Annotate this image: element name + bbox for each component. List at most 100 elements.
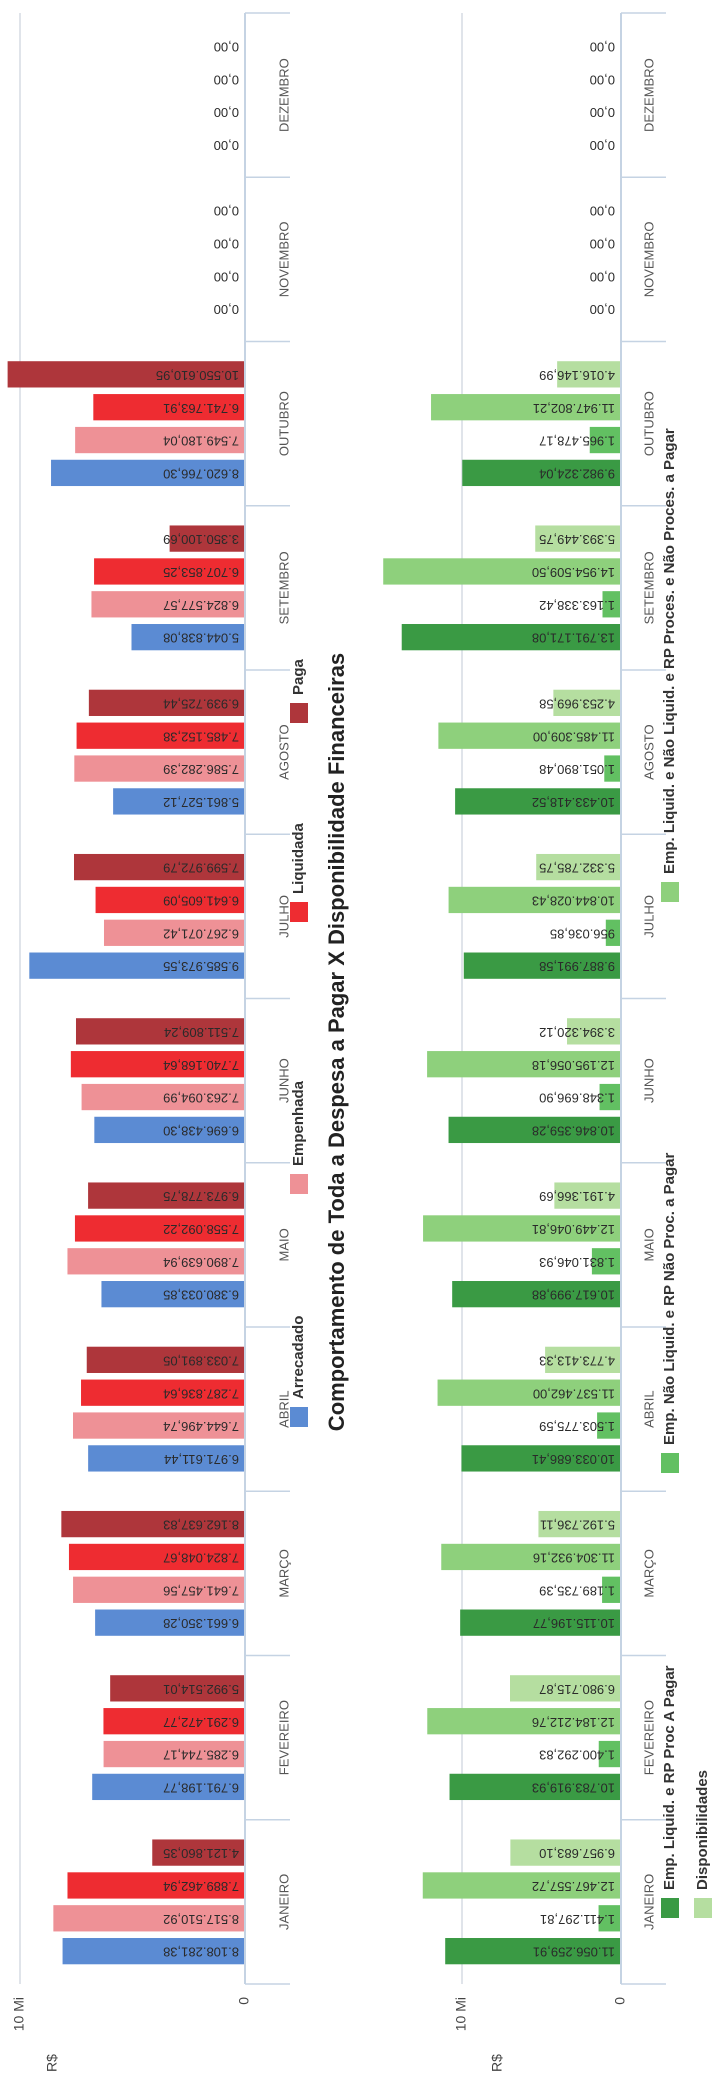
bar [538,1510,621,1538]
bar [605,919,621,946]
value-label: 6.380.033,85 [163,1288,239,1303]
legend-swatch [661,1453,679,1473]
bar [383,558,621,585]
value-label: 7.641.457,56 [163,1583,239,1598]
bar [431,394,621,421]
value-label: 0,00 [214,269,239,284]
legend-label: Paga [290,658,307,695]
bar [598,1740,622,1768]
y-axis-label: R$ [44,2054,60,2072]
rotated-chart: Comportamento de Toda a Despesa a Pagar … [7,12,712,2072]
bar [461,1445,621,1472]
bar [103,919,245,946]
value-label: 1.965.478,17 [539,434,615,449]
value-label: 1.503.775,59 [539,1419,615,1434]
value-label: 7.511.809,24 [164,1025,239,1040]
bar [75,426,245,454]
value-label: 6.661.350,28 [163,1616,239,1631]
value-label: 1.189.735,39 [539,1583,615,1598]
bar [61,1510,245,1538]
bar [74,1215,245,1242]
x-tick-label: NOVEMBRO [641,221,656,297]
value-label: 0,00 [214,204,239,219]
value-label: 8.108.281,38 [163,1945,239,1960]
legend-label: Liquidada [290,823,307,894]
value-label: 10.783.919,93 [532,1780,615,1795]
value-label: 3.350.100,69 [163,532,239,547]
value-label: 7.824.048,67 [163,1551,239,1566]
value-label: 6.285.744,17 [163,1748,239,1763]
value-label: 7.263.094,99 [163,1091,239,1106]
bar [557,361,621,388]
legend-swatch [290,703,308,723]
value-label: 7.549.180,04 [163,434,239,449]
bar [152,1839,246,1866]
value-label: 1.051.890,48 [539,762,615,777]
value-label: 10.617.999,88 [532,1288,615,1303]
value-label: 1.411.297,81 [540,1912,615,1927]
bar [597,1412,621,1439]
value-label: 0,00 [214,138,239,153]
bar [110,1675,245,1702]
x-tick-label: SETEMBRO [641,551,656,624]
bar [401,624,621,651]
legend-swatch [661,882,679,902]
value-label: 8.162.637,83 [163,1518,239,1533]
bar [73,1576,246,1603]
legend-label: Disponibilidades [694,1770,711,1890]
value-label: 6.291.472,77 [163,1715,239,1730]
y-tick-label: 10 Mi [453,1997,469,2031]
value-label: 13.791.171,08 [532,631,615,646]
value-label: 12.195.056,18 [532,1058,615,1073]
bar [567,1018,622,1045]
chart-title: Comportamento de Toda a Despesa a Pagar … [324,653,349,1431]
value-label: 4.773.413,33 [539,1353,615,1368]
value-label: 10.115.196,77 [533,1616,615,1631]
value-label: 5.393.449,75 [539,532,615,547]
bar [599,1083,622,1111]
bar [95,886,245,914]
bar [455,788,621,815]
value-label: 9.887.991,58 [539,959,615,974]
bar [535,525,621,552]
x-tick-label: FEVEREIRO [276,1700,291,1775]
value-label: 6.824.577,57 [163,598,239,613]
value-label: 7.558.092,22 [163,1222,239,1237]
bar [510,1839,621,1866]
value-label: 8.517.510,92 [163,1912,239,1927]
value-label: 0,00 [590,237,615,252]
bar [554,1182,622,1209]
value-label: 0,00 [214,302,239,317]
bar [462,459,621,487]
value-label: 8.620.766,30 [163,466,239,481]
value-label: 6.791.198,77 [163,1780,239,1795]
y-tick-label: 0 [612,1997,628,2005]
bar [553,689,621,716]
bar [536,853,621,881]
bar [74,853,245,881]
value-label: 7.033.891,05 [163,1353,239,1368]
y-axis-label: R$ [489,2054,505,2072]
value-label: 6.641.605,09 [163,894,239,909]
bar [67,1872,245,1899]
value-label: 0,00 [214,105,239,120]
bar [81,1083,245,1111]
value-label: 11.537.462,00 [533,1386,615,1401]
value-label: 1.831.046,93 [539,1255,615,1270]
value-label: 4.121.860,35 [163,1846,239,1861]
bar [95,1609,246,1636]
bar [86,1346,245,1373]
x-tick-label: MAIO [641,1228,656,1261]
bar [103,1708,245,1735]
bar [91,591,245,618]
x-tick-label: OUTUBRO [276,391,291,456]
x-tick-label: JUNHO [276,1058,291,1103]
bar [75,1018,245,1045]
value-label: 3.394.320,12 [539,1025,615,1040]
x-tick-label: SETEMBRO [276,551,291,624]
bar [88,689,246,716]
value-label: 7.890.639,94 [163,1255,239,1270]
x-tick-label: OUTUBRO [641,391,656,456]
bar [452,1281,621,1308]
value-label: 4.016.146,99 [539,368,615,383]
